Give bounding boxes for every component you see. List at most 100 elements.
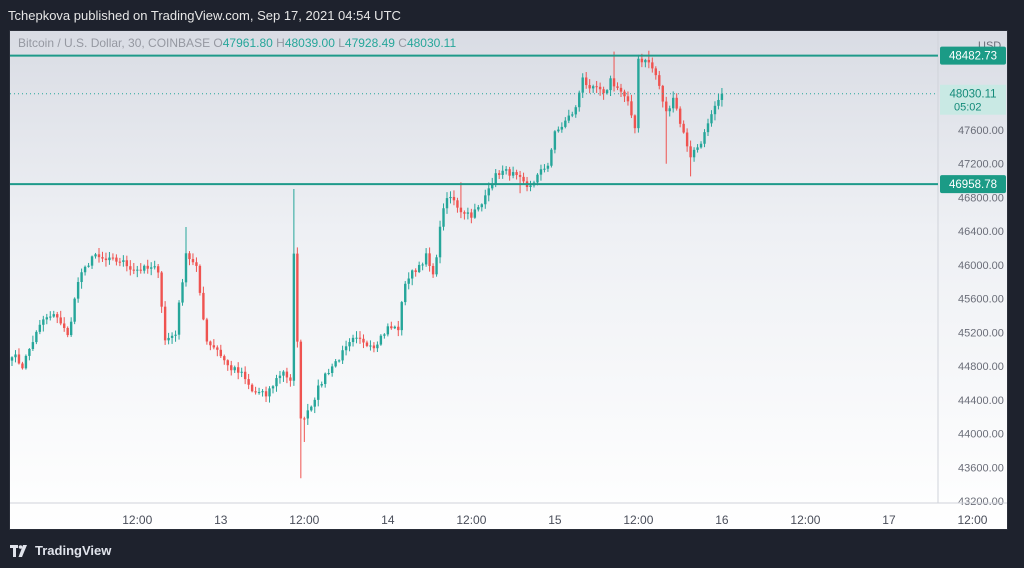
publish-header: Tchepkova published on TradingView.com, … bbox=[8, 6, 401, 26]
candle-body bbox=[651, 62, 654, 69]
tradingview-logo-icon bbox=[10, 545, 27, 557]
candle-body bbox=[616, 86, 619, 88]
candle-body bbox=[473, 209, 477, 218]
candle-body bbox=[553, 131, 557, 150]
candle-body bbox=[703, 132, 706, 144]
candle-body bbox=[713, 105, 717, 115]
candle-body bbox=[160, 272, 163, 307]
candle-body bbox=[24, 355, 28, 369]
candle-body bbox=[365, 342, 369, 346]
candle-body bbox=[442, 208, 445, 227]
candle-body bbox=[463, 212, 466, 214]
bar-countdown: 05:02 bbox=[954, 102, 982, 114]
legend-high-label: H bbox=[276, 36, 285, 50]
candle-body bbox=[452, 196, 456, 201]
candle-body bbox=[108, 257, 111, 261]
candle-body bbox=[303, 418, 306, 420]
candle-body bbox=[494, 173, 497, 184]
y-tick-label: 47600.00 bbox=[958, 125, 1004, 137]
candle-body bbox=[313, 399, 316, 407]
candle-body bbox=[585, 77, 588, 86]
candle-body bbox=[35, 331, 38, 343]
candle-body bbox=[282, 371, 285, 376]
candlestick-chart[interactable]: 43200.00 43600.00 44000.00 44400.00 44800.00… bbox=[10, 31, 1007, 529]
candle-body bbox=[104, 258, 108, 261]
candle-body bbox=[411, 270, 414, 279]
candle-body bbox=[240, 371, 243, 373]
candle-body bbox=[52, 314, 55, 317]
candle-body bbox=[397, 326, 400, 331]
candle-body bbox=[49, 316, 52, 318]
candle-body bbox=[59, 317, 62, 324]
candle-body bbox=[10, 357, 14, 361]
candle-body bbox=[237, 367, 240, 373]
candle-body bbox=[477, 207, 480, 210]
candle-body bbox=[83, 266, 87, 273]
candle-body bbox=[480, 204, 483, 208]
legend-high: 48039.00 bbox=[285, 36, 338, 50]
candle-body bbox=[658, 75, 661, 86]
candle-body bbox=[428, 253, 431, 266]
legend-open-label: O bbox=[213, 36, 222, 50]
candle-body bbox=[372, 345, 376, 349]
x-tick-label: 12:00 bbox=[623, 513, 653, 527]
candle-body bbox=[567, 115, 570, 121]
candle-body bbox=[31, 342, 35, 349]
candle-body bbox=[278, 375, 282, 379]
x-tick-label: 16 bbox=[715, 513, 729, 527]
y-tick-label: 45200.00 bbox=[958, 327, 1004, 339]
candle-body bbox=[578, 92, 581, 108]
level-price-badge bbox=[940, 175, 1006, 194]
candle-body bbox=[609, 78, 612, 91]
candle-body bbox=[619, 87, 623, 92]
candle-body bbox=[216, 347, 219, 350]
candle-body bbox=[181, 282, 184, 303]
candle-body bbox=[595, 86, 598, 88]
candle-body bbox=[407, 278, 410, 284]
candle-body bbox=[122, 260, 125, 262]
candle-body bbox=[317, 385, 320, 400]
candle-body bbox=[445, 198, 449, 209]
candle-body bbox=[351, 337, 355, 343]
candle-body bbox=[449, 196, 452, 199]
x-tick-label: 15 bbox=[548, 513, 562, 527]
candle-body bbox=[170, 335, 174, 338]
candle-body bbox=[292, 253, 296, 381]
candle-body bbox=[195, 262, 198, 266]
candle-body bbox=[94, 254, 97, 257]
tradingview-footer[interactable]: TradingView bbox=[10, 540, 111, 562]
candle-body bbox=[63, 323, 66, 328]
candle-body bbox=[501, 170, 504, 175]
candle-body bbox=[191, 259, 195, 263]
candle-body bbox=[330, 366, 334, 374]
candle-body bbox=[69, 321, 73, 336]
candle-body bbox=[358, 337, 362, 339]
level-price-label: 46958.78 bbox=[949, 179, 997, 191]
candle-body bbox=[591, 86, 595, 89]
candle-body bbox=[466, 212, 470, 214]
candle-body bbox=[115, 257, 118, 262]
candle-body bbox=[101, 257, 104, 259]
x-tick-label: 12:00 bbox=[122, 513, 152, 527]
candle-body bbox=[400, 302, 403, 331]
legend-low: 47928.49 bbox=[345, 36, 398, 50]
candle-body bbox=[376, 344, 379, 349]
candle-body bbox=[511, 172, 515, 176]
candle-body bbox=[518, 175, 522, 177]
legend-open: 47961.80 bbox=[223, 36, 276, 50]
candle-body bbox=[424, 253, 428, 265]
y-tick-label: 46800.00 bbox=[958, 192, 1004, 204]
candle-body bbox=[459, 207, 463, 213]
y-tick-label: 45600.00 bbox=[958, 294, 1004, 306]
y-tick-label: 44400.00 bbox=[958, 395, 1004, 407]
candle-body bbox=[588, 85, 591, 89]
level-price-label: 48482.73 bbox=[949, 51, 997, 63]
candle-body bbox=[136, 269, 139, 271]
candle-body bbox=[73, 298, 76, 322]
chart-panel[interactable]: 43200.00 43600.00 44000.00 44400.00 44800.00… bbox=[9, 30, 1008, 530]
candle-body bbox=[612, 78, 616, 87]
candle-body bbox=[261, 391, 264, 393]
candle-body bbox=[574, 107, 577, 115]
candle-body bbox=[28, 348, 31, 356]
candle-body bbox=[692, 149, 696, 158]
